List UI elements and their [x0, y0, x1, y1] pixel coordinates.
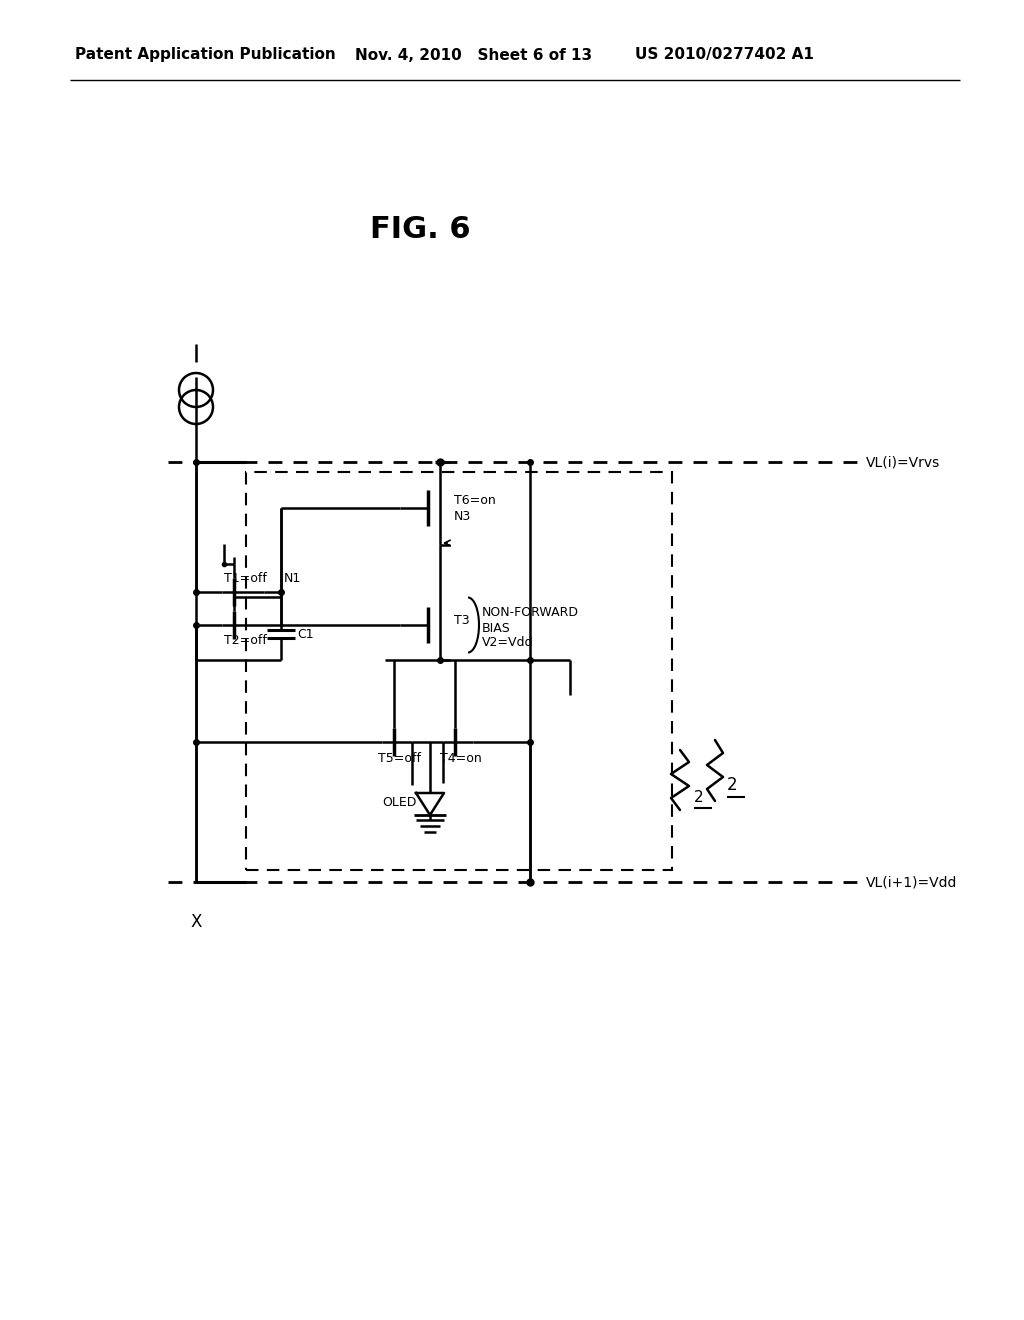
- Polygon shape: [416, 793, 444, 814]
- Text: OLED: OLED: [382, 796, 417, 809]
- Text: T2=off: T2=off: [224, 635, 267, 648]
- Text: V2=Vdd: V2=Vdd: [482, 636, 534, 649]
- Text: 2: 2: [694, 789, 703, 804]
- Text: 2: 2: [727, 776, 737, 795]
- Text: BIAS: BIAS: [482, 622, 511, 635]
- Text: C1: C1: [297, 627, 313, 640]
- Text: T4=on: T4=on: [440, 751, 481, 764]
- Text: Nov. 4, 2010   Sheet 6 of 13: Nov. 4, 2010 Sheet 6 of 13: [355, 48, 592, 62]
- Text: T5=off: T5=off: [378, 751, 421, 764]
- Text: Patent Application Publication: Patent Application Publication: [75, 48, 336, 62]
- Text: FIG. 6: FIG. 6: [370, 215, 471, 244]
- Text: N1: N1: [284, 572, 301, 585]
- Text: VL(i)=Vrvs: VL(i)=Vrvs: [866, 455, 940, 469]
- Text: T3: T3: [454, 614, 470, 627]
- Text: N3: N3: [454, 510, 471, 523]
- Text: VL(i+1)=Vdd: VL(i+1)=Vdd: [866, 875, 957, 888]
- Text: US 2010/0277402 A1: US 2010/0277402 A1: [635, 48, 814, 62]
- Text: T1=off: T1=off: [224, 572, 267, 585]
- Text: X: X: [190, 913, 202, 931]
- Text: NON-FORWARD: NON-FORWARD: [482, 606, 579, 619]
- Text: T6=on: T6=on: [454, 494, 496, 507]
- Bar: [246, 473, 672, 870]
